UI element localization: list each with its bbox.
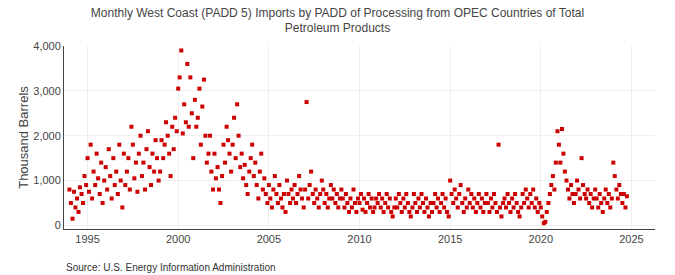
svg-text:0: 0 [55,219,61,231]
svg-text:2025: 2025 [619,233,643,245]
svg-text:2015: 2015 [438,233,462,245]
svg-text:4,000: 4,000 [33,40,61,52]
svg-text:1995: 1995 [75,233,99,245]
svg-text:2010: 2010 [347,233,371,245]
svg-text:2020: 2020 [529,233,553,245]
svg-text:Thousand Barrels: Thousand Barrels [16,86,31,189]
svg-text:3,000: 3,000 [33,85,61,97]
svg-text:2000: 2000 [166,233,190,245]
svg-text:Monthly West Coast (PADD 5) Im: Monthly West Coast (PADD 5) Imports by P… [91,6,584,36]
svg-text:2005: 2005 [257,233,281,245]
svg-text:1,000: 1,000 [33,174,61,186]
svg-text:Source: U.S. Energy Informatio: Source: U.S. Energy Information Administ… [66,262,276,273]
svg-text:2,000: 2,000 [33,130,61,142]
